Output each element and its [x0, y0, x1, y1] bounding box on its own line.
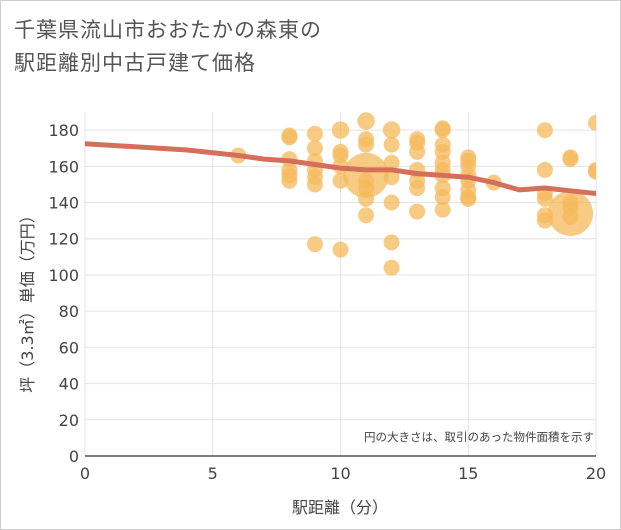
bubble-point: [358, 190, 375, 207]
x-tick-label: 20: [586, 464, 606, 483]
y-tick-label: 0: [69, 447, 79, 466]
y-tick-label: 20: [59, 411, 79, 430]
chart-title: 千葉県流山市おおたかの森東の 駅距離別中古戸建て価格: [14, 14, 322, 80]
y-tick-label: 160: [48, 157, 79, 176]
title-line-2: 駅距離別中古戸建て価格: [14, 51, 256, 75]
x-tick-label: 15: [458, 464, 478, 483]
bubble-point: [536, 190, 553, 207]
trend-line: [85, 141, 596, 196]
bubble-point: [434, 122, 451, 139]
bubble-point: [306, 125, 323, 142]
bubble-point: [383, 154, 400, 171]
bubble-point: [562, 209, 579, 226]
bubble-point: [536, 161, 553, 178]
bubble-point: [281, 129, 298, 146]
bubble-point: [383, 169, 400, 186]
y-tick-labels: 0 20 40 60 80 100 120 140 160 180: [48, 121, 79, 466]
bubble-point: [460, 190, 477, 207]
y-tick-label: 180: [48, 121, 79, 140]
bubble-point: [331, 121, 350, 139]
x-tick-labels: 0 5 10 15 20: [80, 464, 606, 483]
bubble-point: [588, 163, 596, 180]
bubble-point: [306, 140, 323, 157]
bubble-point: [434, 201, 451, 218]
bubble-point: [332, 241, 349, 258]
bubble-point: [306, 236, 323, 253]
bubble-point: [383, 194, 400, 211]
x-tick-label: 5: [208, 464, 218, 483]
bubble-point: [357, 112, 375, 130]
y-tick-label: 140: [48, 194, 79, 213]
bubble-layer: [230, 112, 596, 276]
y-tick-label: 80: [59, 302, 79, 321]
bubble-point: [588, 114, 596, 131]
bubble-point: [358, 136, 375, 153]
title-line-1: 千葉県流山市おおたかの森東の: [14, 18, 322, 42]
x-tick-label: 0: [80, 464, 90, 483]
bubble-point: [306, 176, 323, 193]
grid-lines: [84, 112, 597, 456]
bubble-point: [536, 122, 553, 139]
y-tick-label: 100: [48, 266, 79, 285]
bubble-point: [281, 172, 298, 189]
bubble-point: [409, 180, 426, 197]
x-axis-label: 駅距離（分）: [292, 498, 388, 517]
bubble-point: [409, 143, 426, 160]
bubble-point: [434, 189, 451, 206]
size-note: 円の大きさは、取引のあった物件面積を示す: [364, 430, 594, 444]
bubble-point: [383, 136, 400, 153]
bubble-point: [382, 121, 401, 139]
bubble-point: [383, 259, 400, 276]
bubble-point: [562, 151, 579, 168]
x-tick-label: 10: [330, 464, 350, 483]
bubble-point: [383, 234, 400, 251]
bubble-point: [358, 207, 375, 224]
bubble-point: [409, 203, 426, 220]
y-axis-label: 坪（3.3㎡）単価（万円）: [18, 207, 37, 392]
y-tick-label: 60: [59, 338, 79, 357]
y-tick-label: 40: [59, 375, 79, 394]
y-tick-label: 120: [48, 230, 79, 249]
